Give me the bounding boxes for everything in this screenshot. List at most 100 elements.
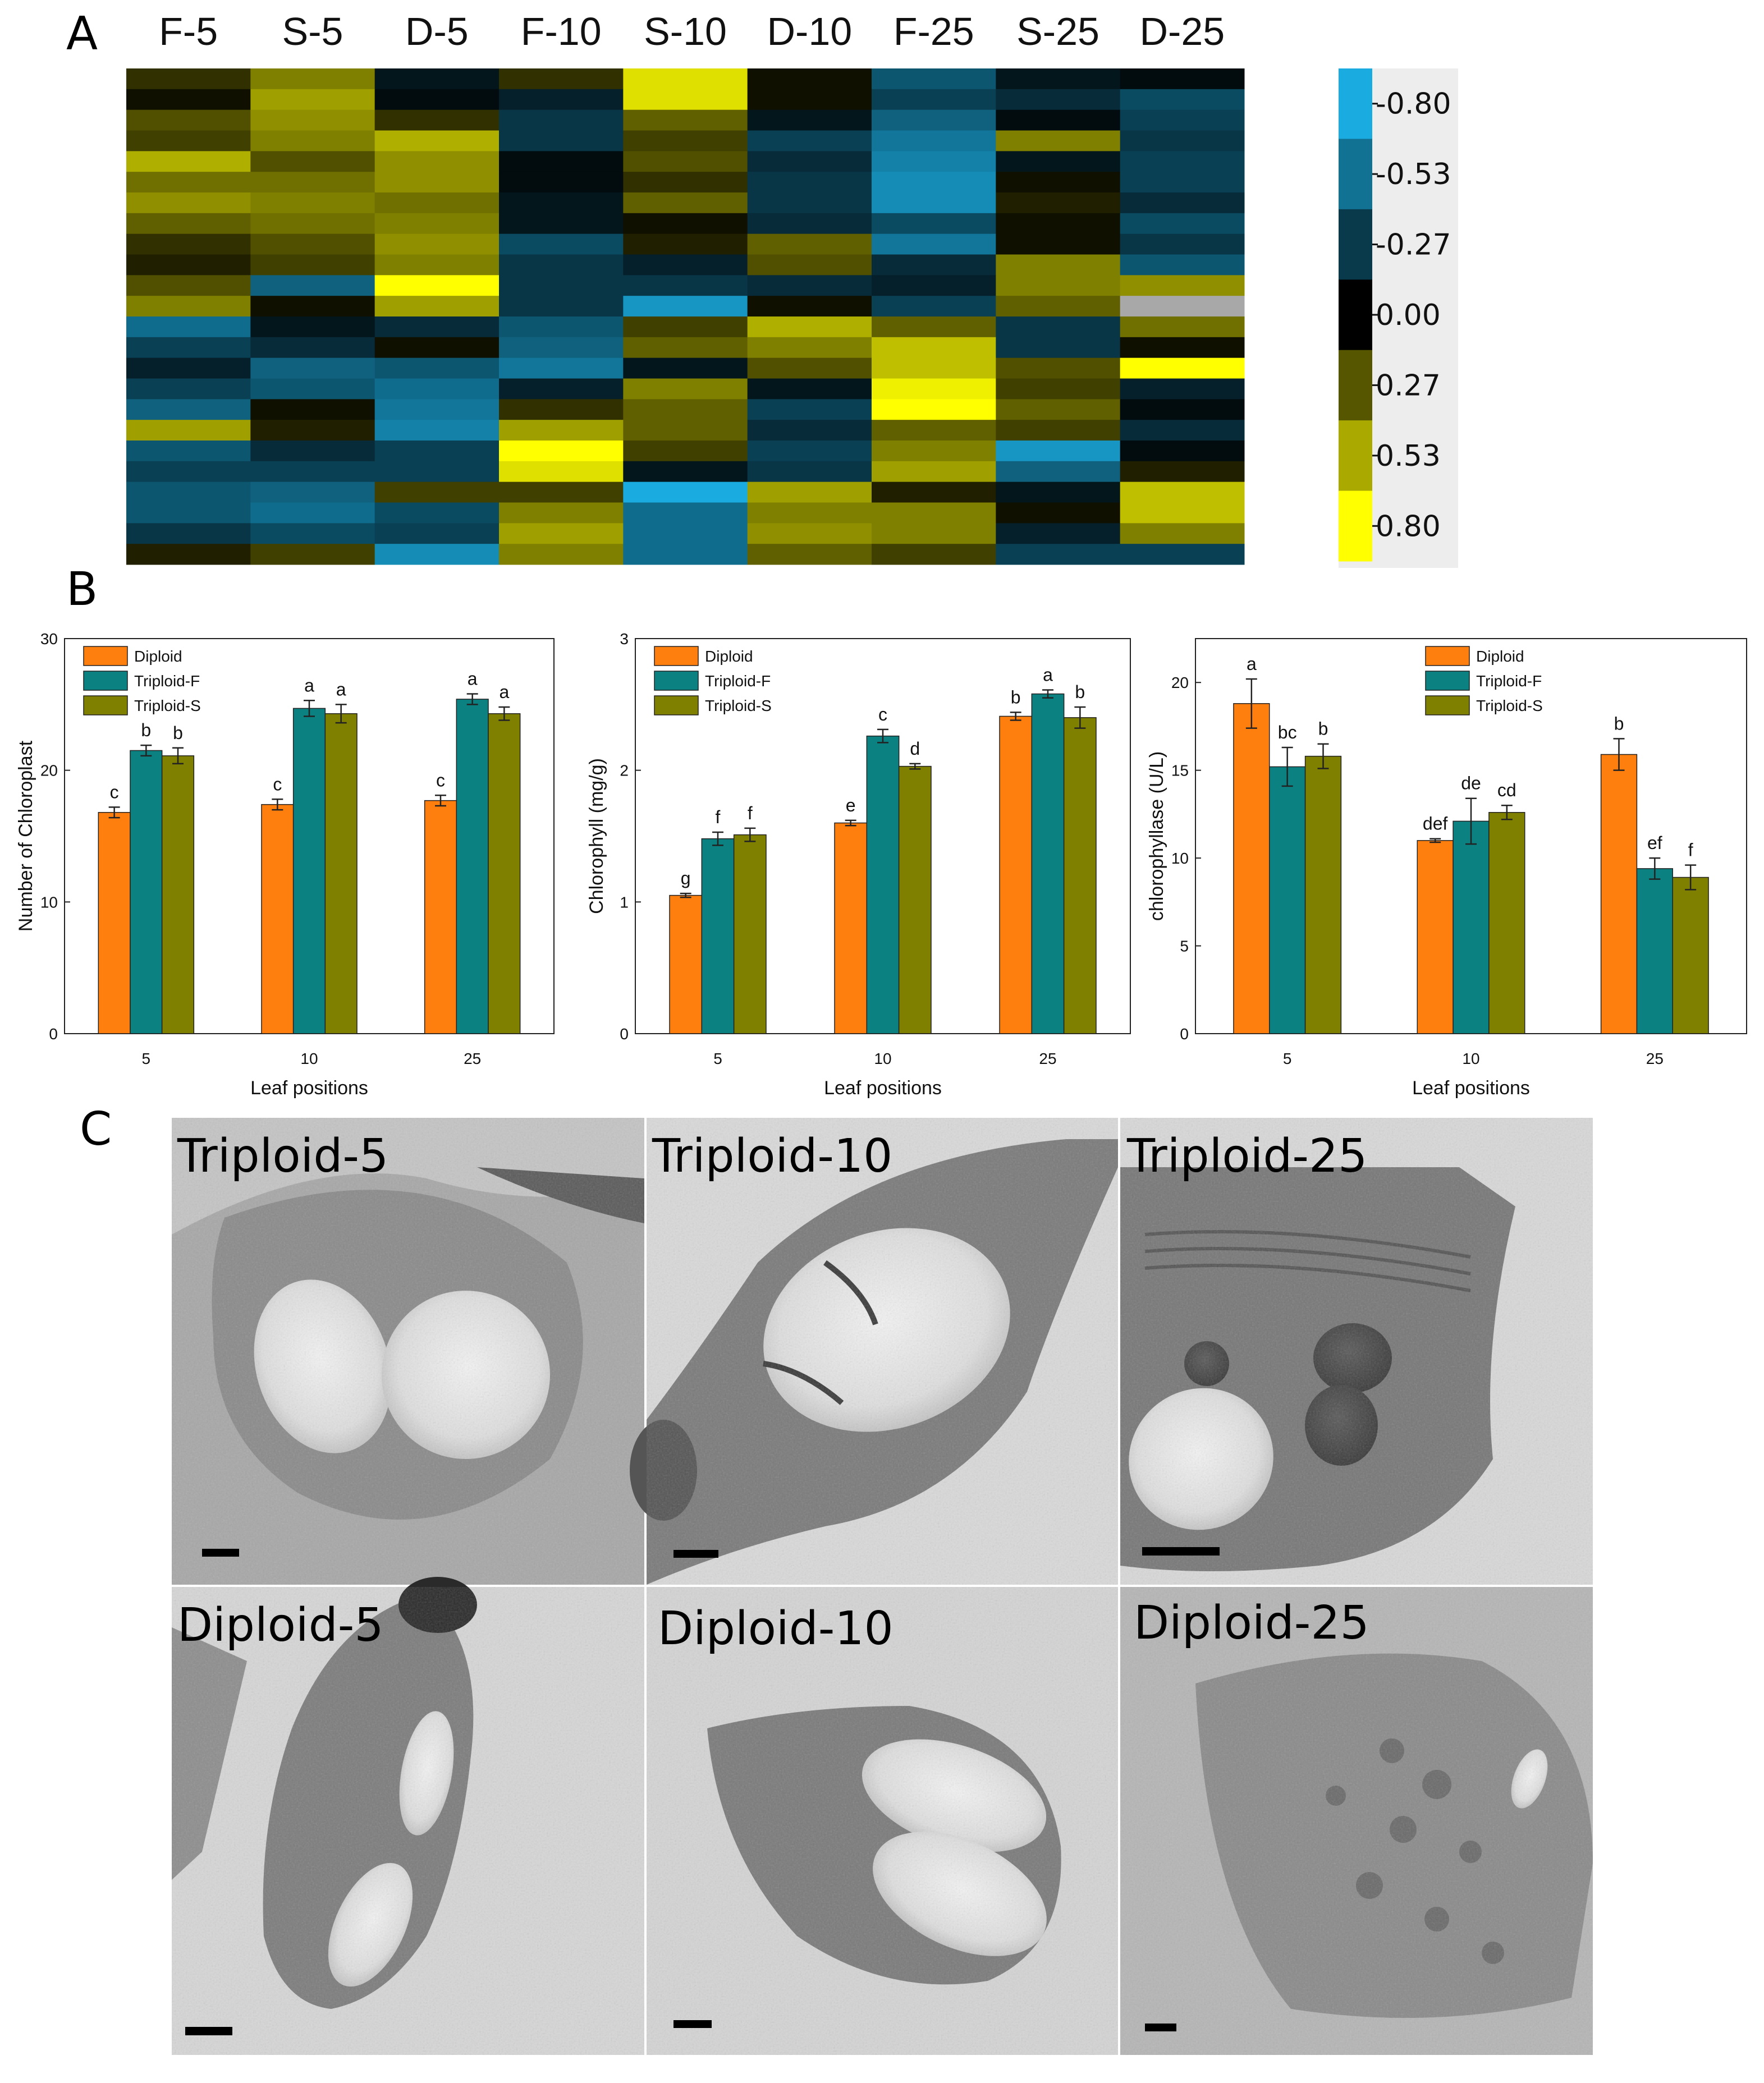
colorbar-swatch	[1339, 350, 1372, 421]
significance-letter: bc	[1278, 722, 1297, 742]
bar	[733, 834, 767, 1034]
heatmap-cell	[1120, 275, 1245, 296]
bar	[424, 800, 457, 1034]
heatmap-cell	[996, 316, 1121, 338]
significance-letter: b	[141, 720, 151, 740]
heatmap-column-label: S-10	[644, 10, 727, 53]
y-tick-label: 20	[1171, 674, 1189, 691]
heatmap-cell	[996, 151, 1121, 172]
heatmap-cell	[250, 296, 375, 317]
heatmap-cell	[1120, 420, 1245, 441]
heatmap-cell	[250, 172, 375, 193]
bar	[1672, 877, 1709, 1034]
heatmap-cell	[1120, 316, 1245, 338]
heatmap-cell	[747, 213, 872, 235]
heatmap-cell	[250, 233, 375, 255]
bar	[488, 713, 521, 1034]
heatmap-cell	[996, 378, 1121, 400]
heatmap-cell	[250, 461, 375, 483]
heatmap-cell	[499, 213, 624, 235]
heatmap-cell	[1120, 461, 1245, 483]
heatmap-cell	[499, 461, 624, 483]
heatmap-cell	[623, 109, 748, 131]
significance-letter: a	[1043, 665, 1053, 685]
heatmap-cell	[1120, 192, 1245, 214]
heatmap-cell	[250, 441, 375, 462]
bar	[1417, 840, 1454, 1034]
bar	[261, 804, 294, 1034]
legend-swatch	[1425, 671, 1470, 691]
heatmap-cell	[374, 544, 500, 565]
micrograph-diploid-25: Diploid-25	[1120, 1587, 1593, 2055]
colorbar-label: 0.00	[1376, 299, 1441, 332]
y-tick-label: 30	[40, 630, 58, 648]
heatmap-cell	[623, 441, 748, 462]
heatmap-column-label: D-25	[1139, 10, 1225, 53]
micrograph-triploid-5: Triploid-5	[172, 1118, 644, 1585]
heatmap-cell	[499, 192, 624, 214]
heatmap-cell	[996, 130, 1121, 152]
significance-letter: c	[878, 704, 887, 724]
x-tick-label: 5	[1283, 1050, 1292, 1067]
micrograph-label: Diploid-25	[1134, 1596, 1369, 1650]
heatmap-column-label: S-5	[282, 10, 343, 53]
heatmap-cell	[374, 89, 500, 111]
heatmap-cell	[126, 461, 251, 483]
heatmap-cell	[623, 254, 748, 276]
legend-swatch	[1425, 646, 1470, 666]
heatmap-cell	[996, 213, 1121, 235]
panel-letter-a: A	[66, 7, 98, 61]
heatmap-cell	[623, 275, 748, 296]
bar	[130, 750, 163, 1034]
bar	[1269, 766, 1306, 1034]
heatmap-cell	[126, 523, 251, 544]
y-tick-label: 15	[1171, 762, 1189, 779]
heatmap-cell	[872, 254, 996, 276]
x-tick-label: 10	[300, 1050, 318, 1067]
heatmap-cell	[623, 481, 748, 503]
heatmap-cell	[126, 316, 251, 338]
heatmap-cell	[623, 151, 748, 172]
legend-swatch	[83, 646, 128, 666]
heatmap-cell	[126, 502, 251, 524]
significance-letter: a	[304, 675, 314, 695]
heatmap-cell	[996, 441, 1121, 462]
heatmap-cell	[623, 172, 748, 193]
heatmap-cell	[374, 192, 500, 214]
heatmap-cell	[1120, 337, 1245, 359]
significance-letter: b	[173, 723, 183, 743]
heatmap-cell	[623, 89, 748, 111]
micrograph-diploid-5: Diploid-5	[172, 1577, 644, 2055]
legend-label: Triploid-F	[134, 672, 200, 690]
heatmap-cell	[374, 316, 500, 338]
heatmap-cell	[499, 544, 624, 565]
micrograph-label: Triploid-10	[652, 1130, 892, 1183]
heatmap-cell	[499, 378, 624, 400]
heatmap-cell	[499, 130, 624, 152]
significance-letter: cd	[1497, 780, 1516, 800]
heatmap-cell	[996, 89, 1121, 111]
y-tick-label: 1	[620, 893, 629, 911]
heatmap-cell	[1120, 151, 1245, 172]
heatmap-cell	[872, 316, 996, 338]
micrograph-label: Triploid-5	[177, 1130, 388, 1183]
heatmap-cell	[499, 357, 624, 379]
heatmap-cell	[996, 357, 1121, 379]
legend-swatch	[654, 695, 699, 715]
micrograph-label: Diploid-5	[177, 1599, 384, 1652]
y-tick-label: 3	[620, 630, 629, 648]
legend-label: Triploid-S	[705, 697, 772, 714]
heatmap-cell	[250, 213, 375, 235]
heatmap-cell	[996, 481, 1121, 503]
colorbar-swatch	[1339, 139, 1372, 210]
heatmap-cell	[126, 109, 251, 131]
heatmap-cell	[747, 337, 872, 359]
heatmap-cell	[250, 151, 375, 172]
y-tick-label: 20	[40, 762, 58, 779]
legend-label: Triploid-S	[1476, 697, 1543, 714]
heatmap-column-labels: F-5 S-5 D-5 F-10 S-10 D-10 F-25 S-25 D-25	[159, 10, 1225, 53]
bar	[1453, 820, 1490, 1034]
heatmap-cell	[499, 68, 624, 90]
heatmap-cell	[996, 502, 1121, 524]
heatmap-cell	[996, 544, 1121, 565]
